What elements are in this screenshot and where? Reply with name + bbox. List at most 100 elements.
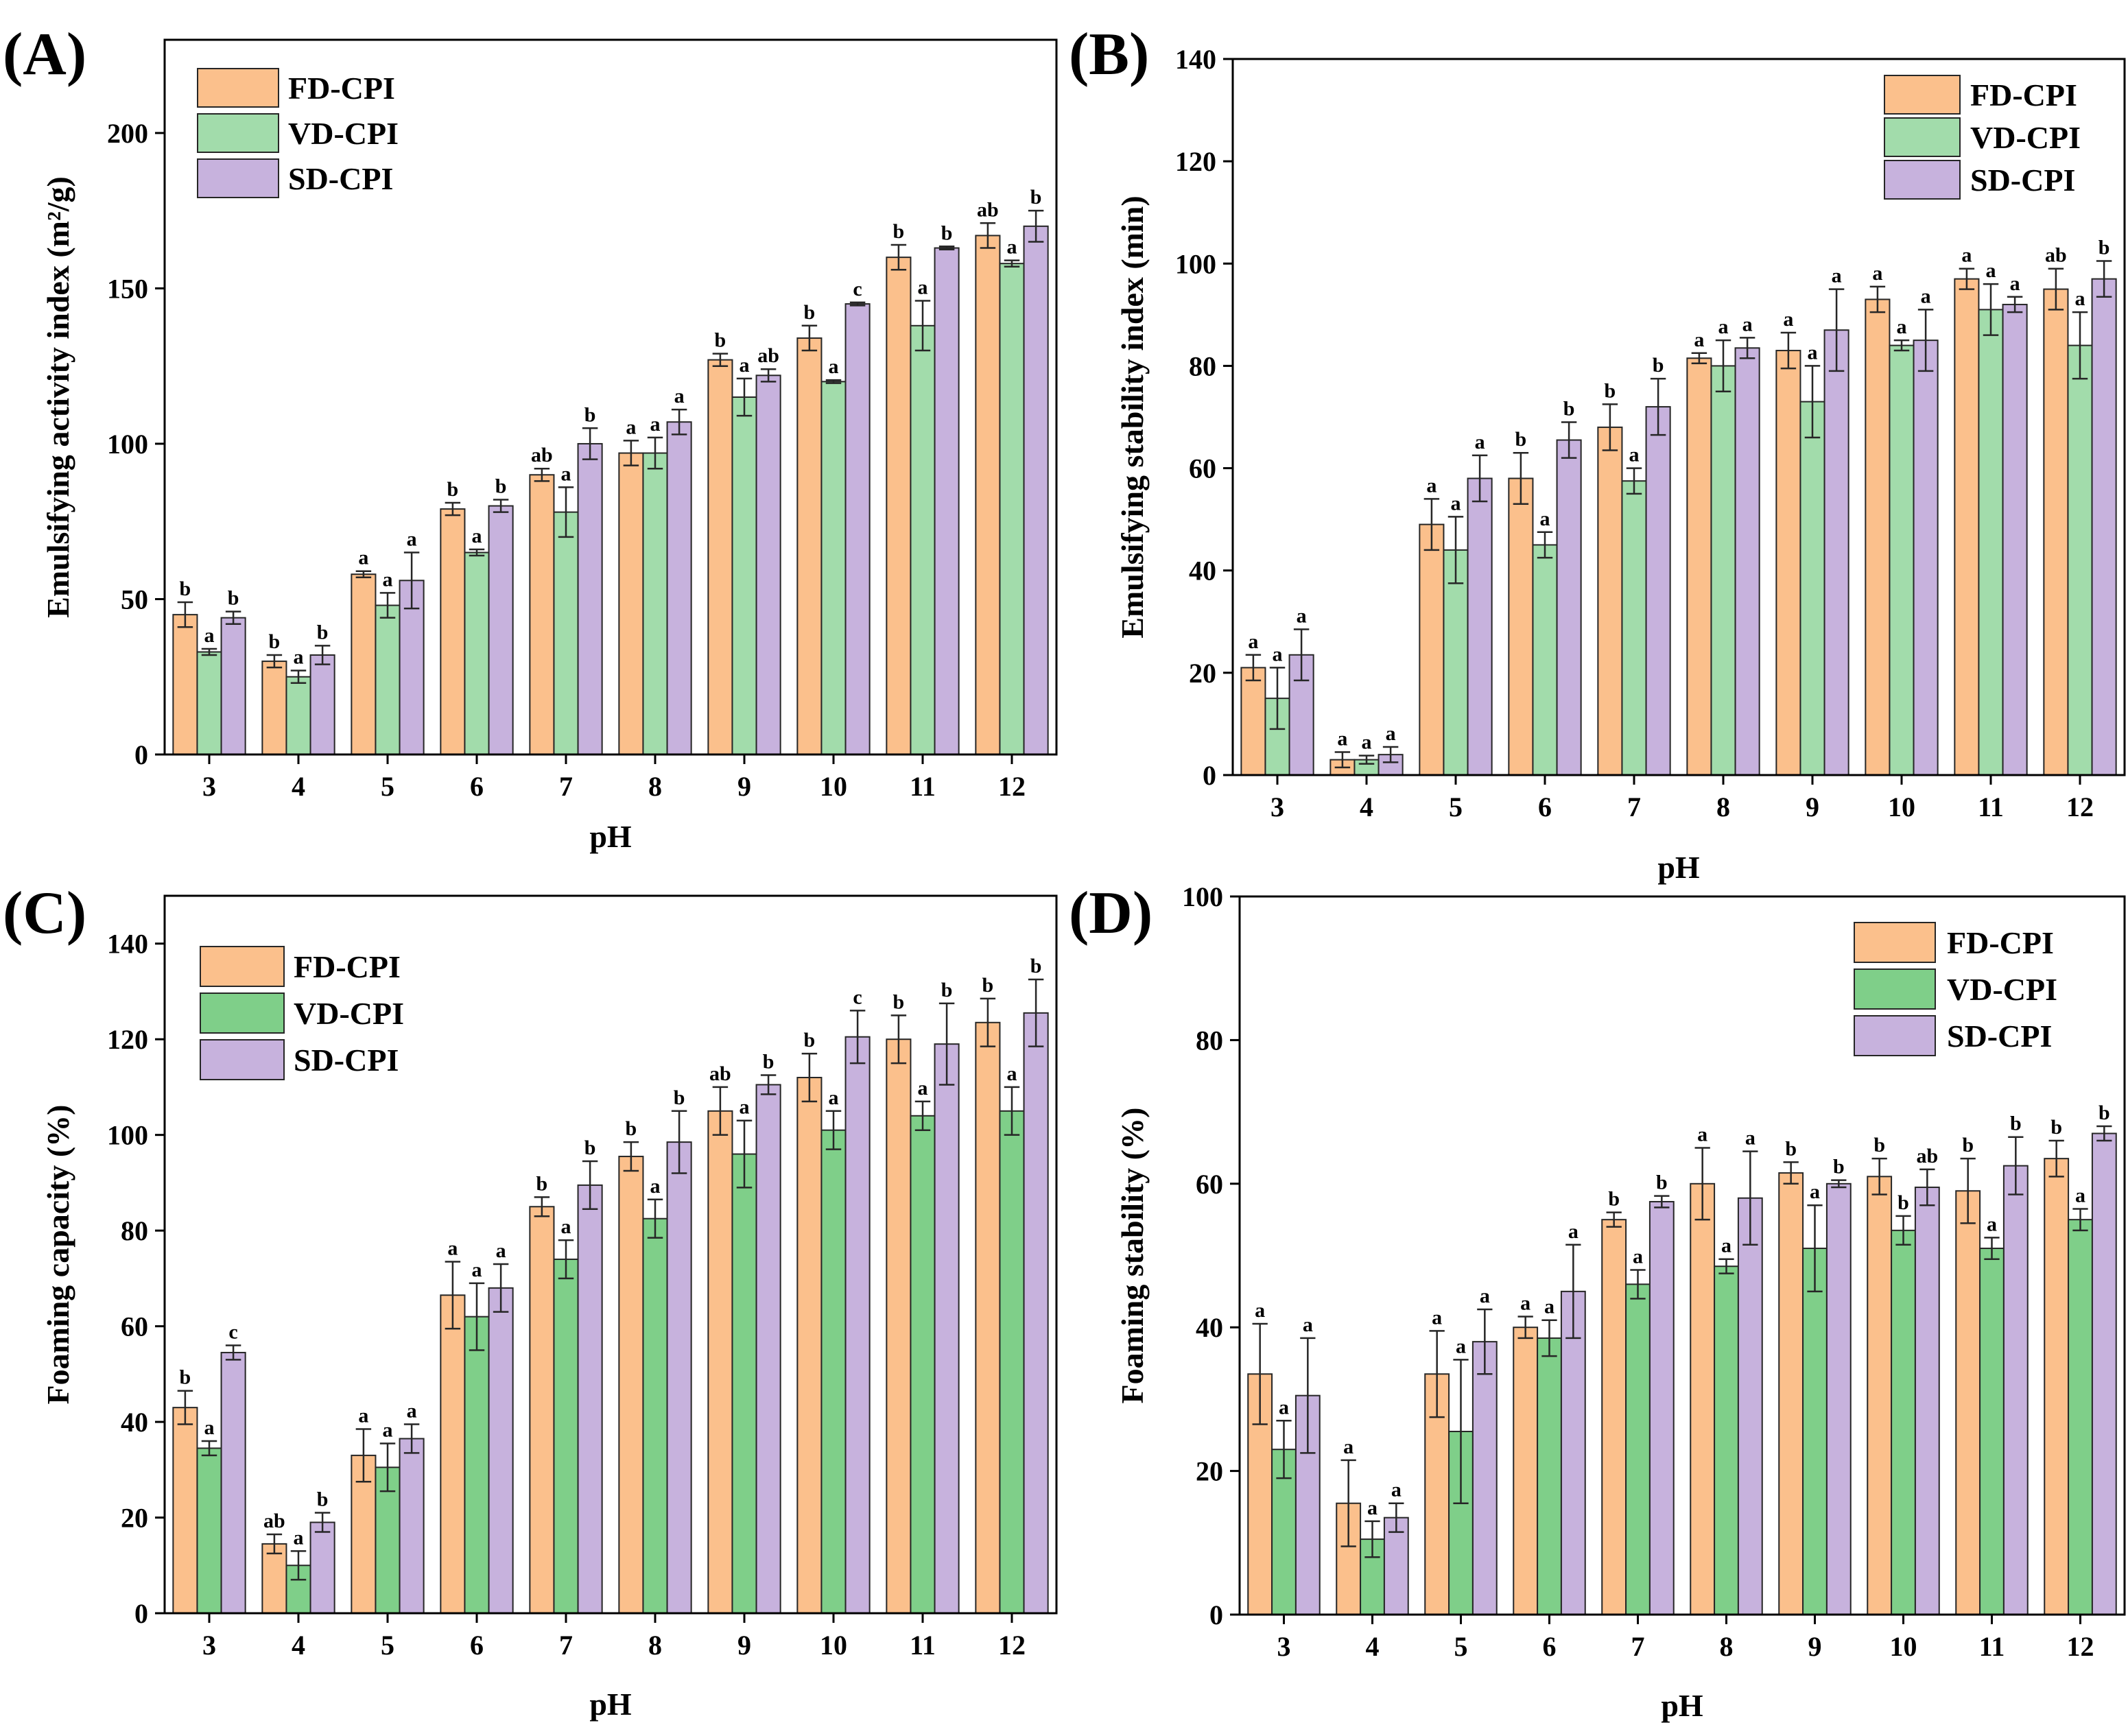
significance-label: b: [2050, 1116, 2062, 1139]
significance-label: a: [1520, 1292, 1530, 1314]
significance-label: a: [1783, 308, 1793, 331]
bar-sd-cpi-ph4: [309, 654, 335, 755]
significance-label: a: [918, 276, 928, 299]
significance-label: a: [1544, 1296, 1554, 1318]
significance-label: a: [1897, 316, 1907, 338]
x-tick-label: 10: [1888, 792, 1915, 822]
bar-sd-cpi-ph8: [1737, 1197, 1763, 1615]
x-tick-label: 10: [820, 1630, 847, 1661]
significance-label: b: [584, 1137, 596, 1159]
significance-label: a: [204, 1416, 215, 1439]
y-tick-label: 100: [107, 1120, 148, 1151]
significance-label: c: [853, 278, 862, 300]
significance-label: a: [1343, 1436, 1353, 1458]
significance-label: a: [561, 1215, 571, 1238]
x-tick-label: 7: [559, 771, 573, 802]
significance-label: a: [740, 354, 750, 377]
bar-vd-cpi-ph6: [464, 1316, 490, 1614]
significance-label: b: [626, 1117, 637, 1140]
bar-fd-cpi-ph12: [2044, 1158, 2070, 1615]
significance-label: a: [1248, 630, 1258, 653]
y-tick-label: 100: [107, 429, 148, 460]
bar-sd-cpi-ph9: [1825, 1182, 1852, 1616]
legend-swatch-vd-cpi: [197, 113, 279, 153]
bar-sd-cpi-ph11: [2002, 1165, 2029, 1615]
bar-vd-cpi-ph10: [1889, 344, 1915, 776]
bar-fd-cpi-ph3: [172, 614, 198, 755]
y-tick-label: 0: [1209, 1600, 1223, 1630]
y-tick-label: 20: [121, 1503, 148, 1534]
bar-vd-cpi-ph8: [1710, 365, 1736, 776]
bar-fd-cpi-ph8: [1690, 1182, 1716, 1616]
plot-frame: [1238, 895, 2126, 1616]
bar-fd-cpi-ph8: [618, 1156, 644, 1614]
bar-fd-cpi-ph8: [618, 452, 644, 756]
significance-label: b: [1030, 955, 1042, 977]
bar-fd-cpi-ph7: [529, 1206, 555, 1615]
bar-vd-cpi-ph7: [553, 1258, 579, 1615]
bar-fd-cpi-ph4: [261, 661, 287, 756]
x-axis-title: pH: [1661, 1688, 1703, 1723]
bar-fd-cpi-ph10: [796, 337, 823, 755]
significance-label: b: [1563, 397, 1575, 420]
significance-label: b: [1873, 1134, 1885, 1156]
bar-fd-cpi-ph10: [1865, 298, 1891, 776]
bar-vd-cpi-ph11: [1978, 309, 2004, 776]
bar-vd-cpi-ph11: [1979, 1248, 2005, 1615]
bar-vd-cpi-ph8: [1714, 1265, 1739, 1615]
x-tick-label: 3: [202, 771, 216, 802]
bar-fd-cpi-ph6: [440, 1294, 466, 1614]
bar-sd-cpi-ph11: [2002, 303, 2028, 776]
legend-label: VD-CPI: [1947, 972, 2057, 1007]
significance-label: a: [1810, 1180, 1820, 1203]
significance-label: b: [1898, 1191, 1909, 1214]
x-tick-label: 5: [1449, 792, 1463, 822]
bar-sd-cpi-ph5: [399, 1438, 425, 1615]
plot-frame: [163, 38, 1058, 756]
bar-fd-cpi-ph9: [707, 359, 733, 755]
bar-sd-cpi-ph7: [1648, 1200, 1675, 1615]
bar-vd-cpi-ph9: [1799, 401, 1825, 776]
significance-label: a: [204, 624, 215, 647]
x-tick-label: 8: [1720, 1631, 1734, 1662]
y-tick-label: 200: [107, 118, 148, 149]
x-tick-label: 5: [381, 1630, 394, 1661]
significance-label: a: [407, 528, 417, 551]
bar-vd-cpi-ph12: [2068, 1219, 2093, 1615]
bar-vd-cpi-ph12: [999, 263, 1025, 756]
x-tick-label: 11: [910, 1630, 936, 1661]
significance-label: a: [1832, 265, 1842, 287]
bar-sd-cpi-ph12: [2091, 278, 2117, 776]
bar-sd-cpi-ph12: [1023, 225, 1049, 755]
significance-label: a: [294, 1526, 304, 1549]
bar-sd-cpi-ph12: [1023, 1012, 1049, 1614]
significance-label: a: [1255, 1299, 1265, 1322]
bar-vd-cpi-ph10: [820, 381, 847, 755]
significance-label: a: [2075, 1184, 2085, 1206]
significance-label: b: [1833, 1156, 1845, 1178]
significance-label: b: [536, 1172, 548, 1195]
bar-vd-cpi-ph12: [999, 1110, 1025, 1615]
y-tick-label: 0: [134, 739, 148, 770]
bar-vd-cpi-ph6: [1537, 1337, 1562, 1616]
x-tick-label: 7: [1631, 1631, 1645, 1662]
significance-label: b: [715, 329, 726, 352]
bar-sd-cpi-ph3: [220, 617, 246, 756]
x-tick-label: 7: [559, 1630, 573, 1661]
panel-c: (C)020406080100120140bac3abab4aaa5aaa6ba…: [3, 880, 1058, 1722]
significance-label: b: [1030, 186, 1042, 209]
significance-label: a: [1872, 262, 1882, 285]
significance-label: b: [180, 1366, 191, 1389]
bar-fd-cpi-ph5: [1419, 523, 1445, 776]
significance-label: a: [1367, 1497, 1378, 1519]
significance-label: ab: [531, 444, 553, 466]
y-tick-label: 0: [134, 1598, 148, 1629]
significance-label: a: [1391, 1479, 1402, 1501]
bar-sd-cpi-ph9: [1823, 329, 1849, 776]
significance-label: a: [407, 1400, 417, 1423]
x-tick-label: 10: [1890, 1631, 1917, 1662]
legend-label: SD-CPI: [294, 1043, 399, 1078]
